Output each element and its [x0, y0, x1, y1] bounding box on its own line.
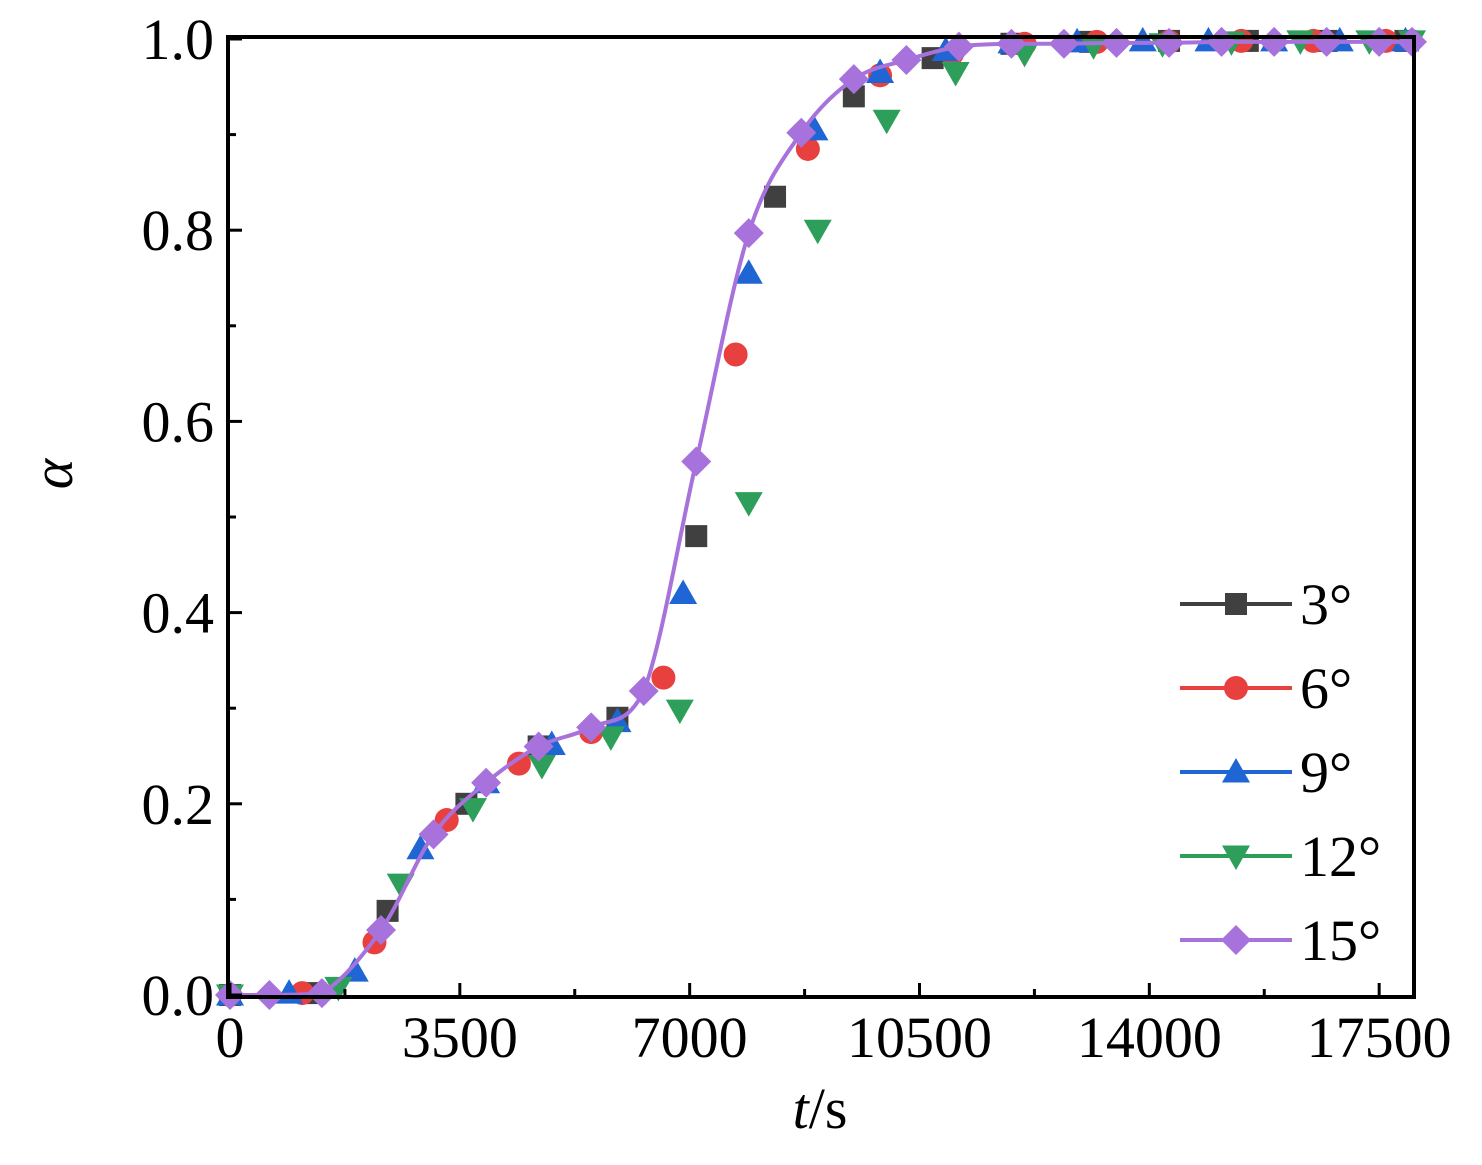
y-tick-label: 0.8 — [142, 198, 215, 263]
legend-label: 3° — [1300, 572, 1352, 637]
legend-label: 12° — [1300, 824, 1381, 889]
legend-item: 3° — [1180, 572, 1352, 637]
data-point — [842, 85, 865, 108]
data-point — [471, 767, 502, 798]
data-point — [891, 45, 922, 76]
data-point — [1364, 26, 1395, 57]
y-axis-label: α — [20, 457, 85, 489]
data-point — [1101, 27, 1132, 58]
data-point — [723, 342, 748, 367]
data-point — [665, 699, 694, 725]
x-tick-label: 14000 — [1077, 1005, 1222, 1070]
data-point — [418, 819, 449, 850]
x-tick-label: 7000 — [632, 1005, 748, 1070]
x-tick-label: 3500 — [402, 1005, 518, 1070]
data-point — [523, 731, 554, 762]
data-point — [1128, 26, 1157, 52]
legend-item: 12° — [1180, 824, 1381, 889]
plot-content — [215, 26, 1427, 1010]
data-point — [1311, 26, 1342, 57]
data-point — [733, 218, 764, 249]
x-axis: 0 3500 7000 10500 14000 17500 — [216, 983, 1452, 1070]
data-point — [803, 219, 832, 245]
y-tick-label: 0.0 — [142, 963, 215, 1028]
data-point — [1259, 26, 1290, 57]
data-point — [306, 978, 337, 1009]
data-point — [685, 525, 708, 548]
x-axis-label-unit: /s — [809, 1076, 848, 1141]
data-point — [734, 492, 763, 517]
data-point — [628, 675, 659, 706]
legend-item: 15° — [1180, 908, 1381, 973]
data-point — [576, 712, 607, 743]
data-point — [366, 914, 397, 945]
data-point — [340, 957, 369, 982]
data-point — [1206, 26, 1237, 57]
x-tick-label: 17500 — [1307, 1005, 1452, 1070]
legend-item: 6° — [1180, 656, 1352, 721]
legend-marker — [1225, 593, 1247, 615]
legend-marker — [1224, 676, 1248, 700]
y-tick-label: 0.2 — [142, 772, 215, 837]
data-point — [866, 58, 895, 83]
data-point — [651, 665, 676, 690]
x-tick-label: 10500 — [847, 1005, 992, 1070]
legend-label: 9° — [1300, 740, 1352, 805]
series-3 — [216, 30, 1426, 1009]
series-4 — [215, 26, 1427, 1010]
legend-marker — [1222, 845, 1250, 870]
data-point — [669, 579, 698, 604]
data-point — [838, 64, 869, 95]
data-point — [786, 117, 817, 148]
data-point — [596, 726, 625, 751]
y-tick-label: 0.4 — [142, 581, 215, 646]
data-point — [681, 446, 712, 477]
series-1 — [218, 28, 1398, 1007]
data-point — [406, 834, 435, 860]
x-axis-label: t/s — [793, 1076, 848, 1141]
data-point — [324, 976, 353, 1002]
legend-marker — [1221, 925, 1251, 955]
data-point — [872, 109, 901, 135]
y-axis: 0.0 0.2 0.4 0.6 0.8 1.0 — [142, 7, 242, 1028]
data-point — [943, 31, 974, 62]
legend: 3° 6° 9° 12° 15° — [1180, 572, 1381, 973]
data-point — [996, 28, 1027, 59]
data-point — [734, 259, 763, 284]
y-tick-label: 0.6 — [142, 389, 215, 454]
y-tick-label: 1.0 — [142, 7, 215, 72]
data-point — [458, 798, 487, 823]
legend-marker — [1222, 758, 1250, 783]
x-axis-label-variable: t — [793, 1076, 811, 1141]
legend-label: 6° — [1300, 656, 1352, 721]
data-point — [1048, 28, 1079, 59]
legend-item: 9° — [1180, 740, 1352, 805]
legend-label: 15° — [1300, 908, 1381, 973]
x-tick-label: 0 — [216, 1005, 245, 1070]
data-point — [941, 61, 970, 87]
data-point — [764, 185, 787, 208]
data-point — [527, 755, 556, 780]
data-point — [506, 751, 531, 776]
